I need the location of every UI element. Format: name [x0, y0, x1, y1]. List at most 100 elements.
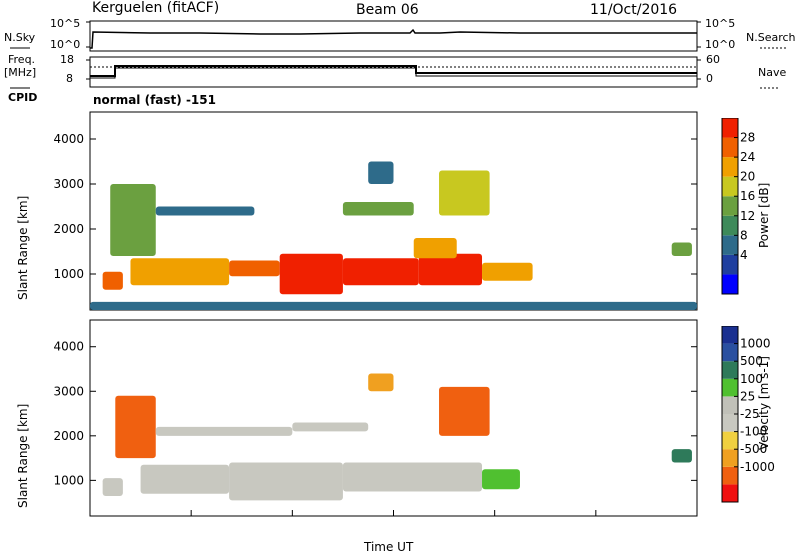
- x-axis-label: Time UT: [364, 540, 414, 554]
- beam-title: Beam 06: [356, 2, 419, 18]
- velocity-colorbar: 1000 500 100 25 -25 -100 -500 -1000: [721, 326, 775, 503]
- colorbar-tick-label: 12: [740, 209, 755, 223]
- colorbar-block: [722, 176, 738, 197]
- colorbar-tick-label: 28: [740, 131, 755, 145]
- ytick-label: 3000: [53, 384, 84, 398]
- freq-tick-top: 18: [60, 53, 74, 66]
- noise-panel-frame: [89, 20, 698, 52]
- colorbar-tick-label: 8: [740, 228, 748, 242]
- power-region: [368, 161, 394, 184]
- colorbar-block: [722, 118, 738, 138]
- power-region: [342, 202, 414, 216]
- date-title: 11/Oct/2016: [590, 2, 678, 18]
- station-title: Kerguelen (fitACF): [92, 0, 220, 16]
- colorbar-block: [722, 378, 738, 397]
- velocity-region: [482, 469, 520, 490]
- power-ylabel: Slant Range [km]: [16, 195, 30, 300]
- colorbar-tick-label: 25: [740, 389, 755, 403]
- freq-line: [90, 65, 697, 77]
- power-region: [418, 253, 483, 286]
- nsearch-tick-bottom: 10^0: [705, 38, 736, 51]
- colorbar-tick-label: 24: [740, 150, 755, 164]
- ytick-label: 1000: [53, 267, 84, 281]
- colorbar-block: [722, 254, 738, 275]
- colorbar-tick-label: 20: [740, 170, 755, 184]
- power-region: [110, 184, 156, 256]
- power-region: [155, 206, 255, 216]
- power-region: [413, 238, 457, 259]
- colorbar-block: [722, 466, 738, 485]
- colorbar-tick-label: 100: [740, 372, 763, 386]
- colorbar-tick-label: 1000: [740, 337, 771, 351]
- nave-label: Nave: [758, 66, 787, 79]
- velocity-region: [342, 462, 483, 492]
- nave-line: [90, 67, 697, 79]
- nave-tick-bottom: 0: [706, 72, 713, 85]
- ytick-label: 4000: [53, 340, 84, 354]
- velocity-region: [140, 464, 230, 494]
- power-region: [439, 170, 490, 216]
- colorbar-block: [722, 157, 738, 177]
- colorbar-block: [722, 396, 738, 414]
- nave-tick-top: 60: [706, 53, 720, 66]
- power-region: [102, 271, 123, 290]
- colorbar-tick-label: 4: [740, 248, 748, 262]
- colorbar-block: [722, 326, 738, 344]
- freq-label-2: [MHz]: [4, 66, 37, 79]
- colorbar-block: [722, 484, 738, 502]
- power-colorbar-label: Power [dB]: [757, 182, 771, 248]
- velocity-region: [671, 449, 692, 463]
- noise-freq-panels: [10, 20, 788, 89]
- velocity-region: [155, 426, 293, 436]
- ytick-label: 3000: [53, 177, 84, 191]
- colorbar-block: [722, 449, 738, 467]
- nsky-tick-bottom: 10^0: [50, 38, 81, 51]
- velocity-region: [102, 478, 123, 496]
- freq-tick-bottom: 8: [66, 72, 73, 85]
- ytick-label: 4000: [53, 132, 84, 146]
- colorbar-block: [722, 414, 738, 432]
- power-region: [482, 262, 533, 281]
- velocity-region: [368, 373, 394, 392]
- colorbar-block: [722, 137, 738, 158]
- power-region: [229, 260, 280, 277]
- velocity-region: [115, 395, 156, 459]
- colorbar-block: [722, 343, 738, 362]
- nsky-tick-top: 10^5: [50, 17, 81, 30]
- colorbar-tick-label: 16: [740, 189, 755, 203]
- colorbar-block: [722, 431, 738, 450]
- velocity-ylabel: Slant Range [km]: [16, 403, 30, 508]
- colorbar-block: [722, 274, 738, 294]
- colorbar-tick-label: 500: [740, 354, 763, 368]
- power-region: [90, 301, 697, 310]
- freq-label-1: Freq.: [8, 53, 36, 66]
- power-region: [279, 253, 343, 295]
- velocity-region: [439, 386, 490, 436]
- ytick-label: 2000: [53, 429, 84, 443]
- cpid-text: normal (fast) -151: [93, 93, 216, 107]
- power-region: [130, 258, 230, 286]
- colorbar-tick-label: -100: [740, 425, 767, 439]
- nsearch-label: N.Search: [746, 31, 796, 44]
- colorbar-block: [722, 235, 738, 255]
- nsearch-tick-top: 10^5: [705, 17, 736, 30]
- colorbar-tick-label: -25: [740, 407, 760, 421]
- ytick-label: 1000: [53, 473, 84, 487]
- power-region: [671, 242, 692, 256]
- colorbar-block: [722, 361, 738, 379]
- power-heatmap: 4000 3000 2000 1000: [53, 111, 698, 311]
- power-region: [342, 258, 419, 286]
- velocity-region: [292, 422, 369, 432]
- noise-sky-line: [90, 28, 697, 49]
- colorbar-block: [722, 215, 738, 236]
- ytick-label: 2000: [53, 222, 84, 236]
- nsky-label: N.Sky: [4, 31, 36, 44]
- cpid-label: CPID: [8, 91, 38, 104]
- velocity-colorbar-label: Velocity [m s-1]: [757, 356, 771, 450]
- power-colorbar: 28 24 20 16 12 8 4: [721, 118, 755, 295]
- colorbar-tick-label: -1000: [740, 460, 775, 474]
- velocity-region: [229, 462, 343, 501]
- colorbar-block: [722, 196, 738, 216]
- colorbar-tick-label: -500: [740, 442, 767, 456]
